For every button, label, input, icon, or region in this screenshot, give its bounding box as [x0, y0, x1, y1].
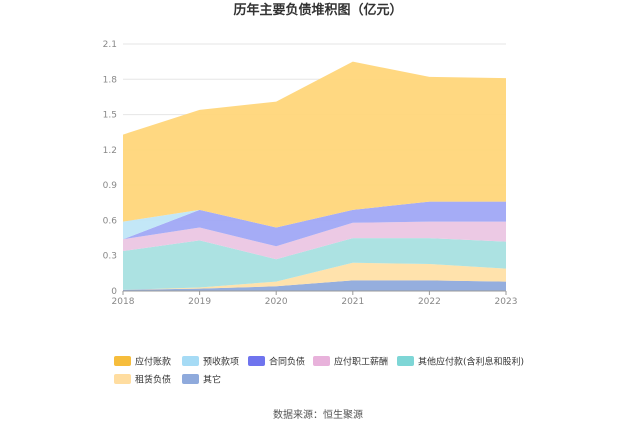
legend-swatch [248, 356, 265, 366]
legend-swatch [182, 374, 199, 384]
y-tick-label: 1.5 [103, 111, 117, 121]
area-series [123, 61, 506, 291]
legend-swatch [114, 374, 131, 384]
x-tick-label: 2019 [188, 297, 211, 307]
legend-swatch [397, 356, 414, 366]
y-tick-label: 1.8 [103, 75, 118, 85]
legend-label: 预收款项 [203, 356, 239, 368]
legend-swatch [114, 356, 131, 366]
area-series-6 [123, 61, 506, 228]
legend-label: 租赁负债 [135, 374, 171, 386]
y-tick-label: 0.6 [103, 216, 118, 226]
area-series-2 [123, 238, 506, 290]
legend-label: 合同负债 [269, 356, 305, 368]
axes: 0 0.3 0.6 0.9 1.2 1.5 1.8 2.1 2018 2019 2020 2021 20… [103, 40, 518, 307]
x-tick-label: 2023 [495, 297, 518, 307]
legend-swatch [313, 356, 330, 366]
area-series-3 [123, 221, 506, 260]
area-series-4 [123, 201, 506, 247]
legend-item[interactable]: 租赁负债 [114, 374, 171, 386]
y-tick-label: 1.2 [103, 146, 117, 156]
y-tick-label: 2.1 [103, 40, 117, 50]
y-tick-label: 0.3 [103, 252, 117, 262]
legend-item[interactable]: 其他应付款(含利息和股利) [397, 356, 524, 368]
x-tick-label: 2020 [265, 297, 288, 307]
area-series-0 [123, 280, 506, 291]
legend-swatch [182, 356, 199, 366]
x-tick-label: 2021 [341, 297, 364, 307]
chart-title: 历年主要负债堆积图（亿元） [233, 2, 402, 18]
data-source-note: 数据来源：恒生聚源 [273, 408, 363, 421]
x-tick-label: 2018 [112, 297, 135, 307]
legend-item[interactable]: 合同负债 [248, 356, 305, 368]
legend-item[interactable]: 应付职工薪酬 [313, 356, 388, 368]
legend-label: 其他应付款(含利息和股利) [418, 356, 524, 368]
legend-label: 其它 [203, 374, 221, 386]
legend-item[interactable]: 预收款项 [182, 356, 239, 368]
legend-label: 应付账款 [135, 356, 171, 368]
legend: 应付账款 预收款项 合同负债 应付职工薪酬 其他应付款(含利息和股利) 租赁负债 其它 [114, 356, 524, 386]
y-tick-label: 0 [111, 287, 117, 297]
legend-item[interactable]: 应付账款 [114, 356, 171, 368]
x-tick-label: 2022 [418, 297, 441, 307]
legend-item[interactable]: 其它 [182, 374, 221, 386]
y-tick-label: 0.9 [103, 181, 118, 191]
area-series-1 [123, 262, 506, 290]
legend-label: 应付职工薪酬 [334, 356, 388, 368]
